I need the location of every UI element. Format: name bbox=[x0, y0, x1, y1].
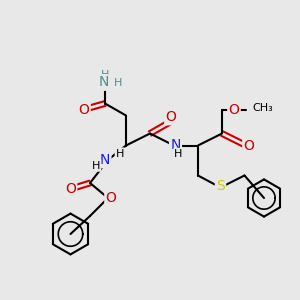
Text: O: O bbox=[244, 139, 254, 152]
Text: H: H bbox=[174, 149, 183, 159]
Text: N: N bbox=[170, 138, 181, 152]
Text: H: H bbox=[116, 148, 124, 159]
Text: O: O bbox=[106, 191, 116, 205]
Text: H: H bbox=[101, 70, 109, 80]
Text: O: O bbox=[79, 103, 89, 116]
Text: O: O bbox=[65, 182, 76, 196]
Text: N: N bbox=[98, 76, 109, 89]
Text: H: H bbox=[92, 160, 100, 171]
Text: CH₃: CH₃ bbox=[252, 103, 273, 113]
Text: N: N bbox=[100, 153, 110, 167]
Text: S: S bbox=[216, 179, 225, 193]
Text: H: H bbox=[114, 77, 123, 88]
Text: O: O bbox=[229, 103, 239, 116]
Text: O: O bbox=[166, 110, 176, 124]
